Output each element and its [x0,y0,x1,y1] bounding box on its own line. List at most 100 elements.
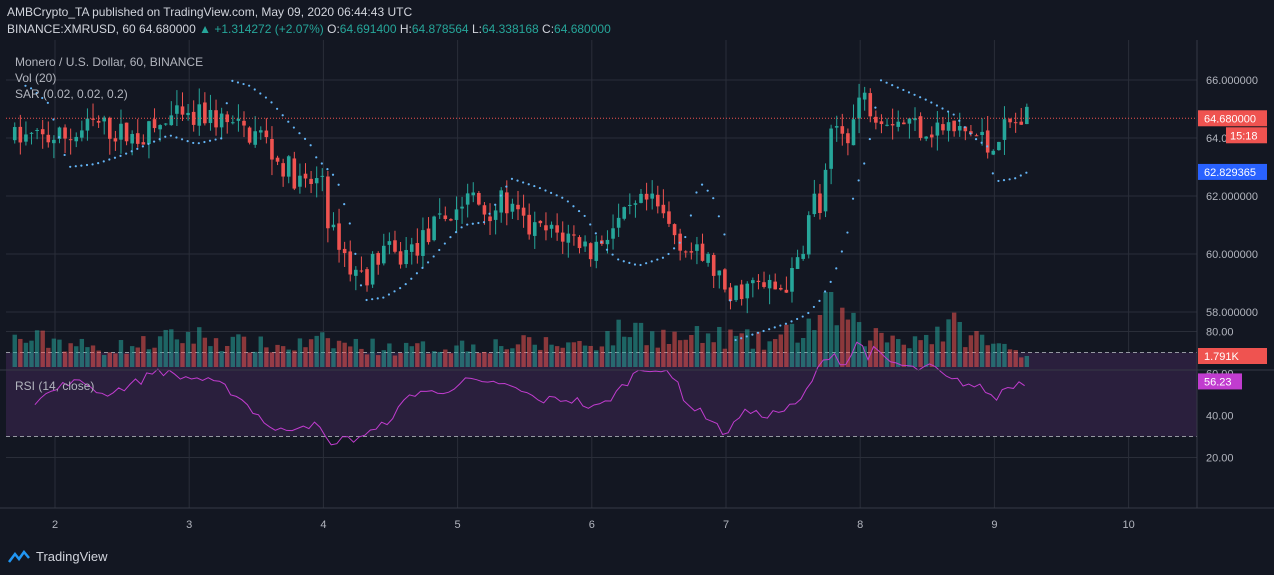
candle-body [706,253,710,263]
volume-bar [817,314,823,367]
sar-dot [807,311,810,315]
sar-dot [119,154,122,158]
candle-body [393,240,397,252]
chart-title[interactable]: Monero / U.S. Dollar, 60, BINANCE [15,55,204,69]
sar-dot [572,205,575,208]
sar-dot [505,185,508,188]
volume-bar [946,319,951,367]
sar-dot [516,179,519,182]
volume-bar [957,321,962,367]
volume-bar [907,348,912,367]
time-axis-tick: 6 [589,519,595,531]
candle-body [270,138,274,160]
candle-body [974,135,979,137]
sar-dot [633,263,637,266]
sar-dot [538,186,542,190]
volume-bar [610,345,616,367]
sar-dot [689,214,692,217]
volume-bar [538,349,543,367]
candle-body [135,133,140,144]
volume-bar [146,349,152,367]
candle-body [505,192,509,214]
volume-bar [840,307,845,367]
candle-body [376,253,380,265]
sar-dot [712,197,715,200]
volume-bar [979,334,985,367]
time-axis-tick: 5 [455,519,461,531]
sar-dot [645,262,648,265]
candle-body [544,225,548,231]
volume-bar [750,348,756,367]
candle-body [751,280,755,284]
candle-body [152,119,157,129]
chart-area[interactable]: 58.00000060.00000062.00000064.00000066.0… [0,40,1274,540]
volume-bar [493,339,498,367]
sar-dot [421,266,424,269]
sar-legend[interactable]: SAR (0.02, 0.02, 0.2) [15,87,128,101]
volume-bar [599,346,605,367]
volume-bar [823,292,828,367]
rsi-legend[interactable]: RSI (14, close) [15,379,95,393]
sar-dot [784,322,788,325]
volume-bar [297,338,303,367]
volume-legend[interactable]: Vol (20) [15,71,57,85]
sar-dot [527,183,530,186]
sar-dot [102,160,105,163]
volume-bar [90,345,96,367]
volume-bar [118,340,124,367]
sar-dot [969,132,972,135]
volume-bar [465,351,470,367]
candle-body [717,270,722,276]
candle-body [493,210,498,220]
candle-body [991,150,996,155]
candle-body [767,279,772,289]
sar-dot [320,162,323,165]
volume-bar [845,319,851,367]
sar-dot [997,179,1000,183]
volume-bar [141,336,146,367]
volume-bar [649,331,655,367]
volume-bar [157,336,163,367]
candle-body [113,138,118,142]
rsi-line [34,341,1025,446]
sar-dot [549,191,553,195]
sar-dot [700,183,704,186]
sar-dot [835,267,838,270]
price-labels: 64.680000 15:18 62.829365 1.791K 56.23 [6,110,1267,390]
chart-canvas[interactable]: 58.00000060.00000062.00000064.00000066.0… [0,40,1274,540]
sar-dot [947,110,950,113]
sar-dot [823,290,827,293]
axes[interactable]: 58.00000060.00000062.00000064.00000066.0… [0,40,1274,531]
symbol-label[interactable]: BINANCE:XMRUSD, 60 [7,22,136,36]
candle-body [465,193,470,205]
volume-bar [476,352,482,367]
sar-dot [180,138,184,141]
candle-body [303,173,308,179]
price-change: ▲ +1.314272 (+2.07%) [199,22,324,36]
volume-bar [694,326,700,367]
sar-dot [264,96,268,99]
sar-dot [656,258,659,261]
close-value: 64.680000 [554,22,611,36]
candle-body [762,282,766,287]
volume-bar [18,338,23,367]
candle-body [969,131,973,134]
candle-body [247,127,252,143]
last-price-badge-bg [1198,110,1267,127]
sar-dot [220,137,223,140]
sar-dot [315,156,318,159]
sar-dot [466,223,469,226]
sar-dot [695,191,698,194]
volume-bar [862,346,867,367]
volume-bar [789,323,795,367]
candle-body [723,269,727,290]
candle-body [997,141,1001,151]
volume-badge-bg [1198,348,1267,364]
candle-body [488,216,492,222]
volume-bar [705,333,711,367]
tradingview-logo[interactable]: TradingView [8,549,108,564]
sar-dot [896,86,899,89]
sar-dot [919,96,922,99]
volume-bar [549,344,554,367]
candle-body [74,136,79,142]
